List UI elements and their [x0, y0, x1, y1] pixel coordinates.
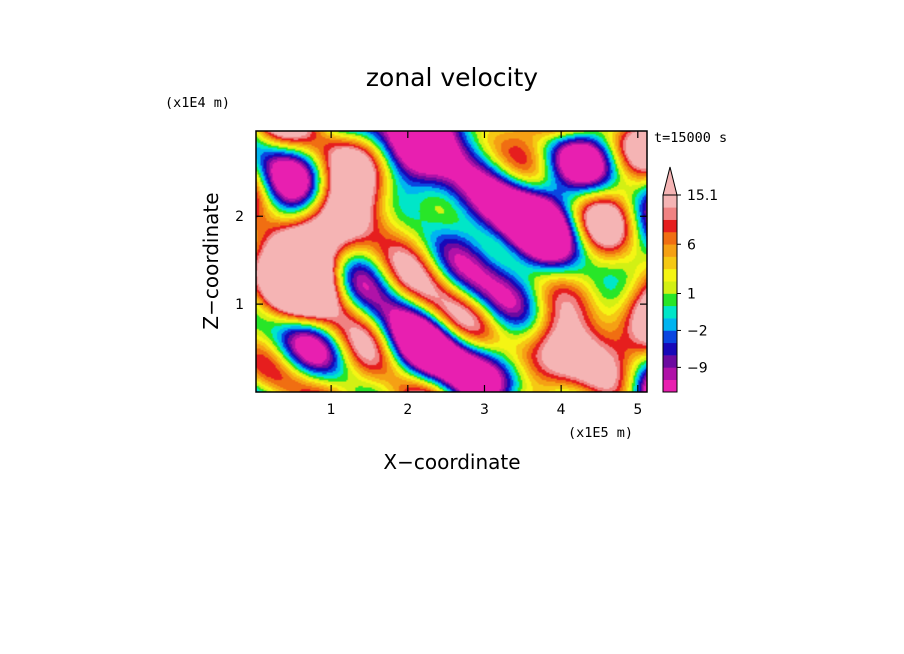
x-scale-label: (x1E5 m) — [568, 425, 633, 441]
colorbar-label: 1 — [687, 287, 696, 303]
colorbar-segment — [663, 330, 677, 344]
colorbar-segment — [663, 342, 677, 356]
chart-title: zonal velocity — [366, 63, 538, 92]
y-axis-label: Z−coordinate — [199, 192, 223, 329]
y-axis-ticks: 12 — [235, 209, 647, 313]
colorbar: 15.1 6 1 −2 −9 — [662, 166, 718, 393]
colorbar-segment — [663, 256, 677, 270]
colorbar-segment — [663, 367, 677, 380]
colorbar-segment — [663, 318, 677, 331]
colorbar-label: −2 — [687, 323, 708, 339]
x-tick-label: 1 — [327, 402, 336, 418]
x-axis-label: X−coordinate — [383, 450, 520, 474]
x-axis-ticks: 1 2 3 4 5 — [327, 131, 642, 418]
heatmap-field — [255, 130, 648, 393]
y-tick-label: 1 — [235, 297, 244, 313]
colorbar-label: 6 — [687, 237, 696, 253]
colorbar-label: 15.1 — [687, 188, 718, 204]
colorbar-segment — [663, 207, 677, 220]
y-tick-label: 2 — [235, 209, 244, 225]
colorbar-segment — [663, 231, 677, 245]
colorbar-segment — [663, 219, 677, 233]
x-tick-label: 4 — [557, 402, 566, 418]
colorbar-segment — [663, 244, 677, 257]
colorbar-segment — [663, 305, 677, 319]
x-tick-label: 2 — [403, 402, 412, 418]
colorbar-segment — [663, 281, 677, 294]
x-tick-label: 3 — [480, 402, 489, 418]
colorbar-segment — [663, 268, 677, 282]
colorbar-extend-arrow — [662, 166, 678, 196]
colorbar-segment — [663, 379, 677, 393]
x-tick-label: 5 — [633, 402, 642, 418]
colorbar-segment — [663, 355, 677, 368]
colorbar-label: −9 — [687, 360, 708, 376]
colorbar-segment — [663, 293, 677, 307]
plot-frame — [255, 130, 648, 393]
time-label: t=15000 s — [654, 130, 727, 146]
y-scale-label: (x1E4 m) — [165, 95, 230, 111]
velocity-field-image — [256, 131, 647, 392]
colorbar-segment — [663, 195, 677, 208]
